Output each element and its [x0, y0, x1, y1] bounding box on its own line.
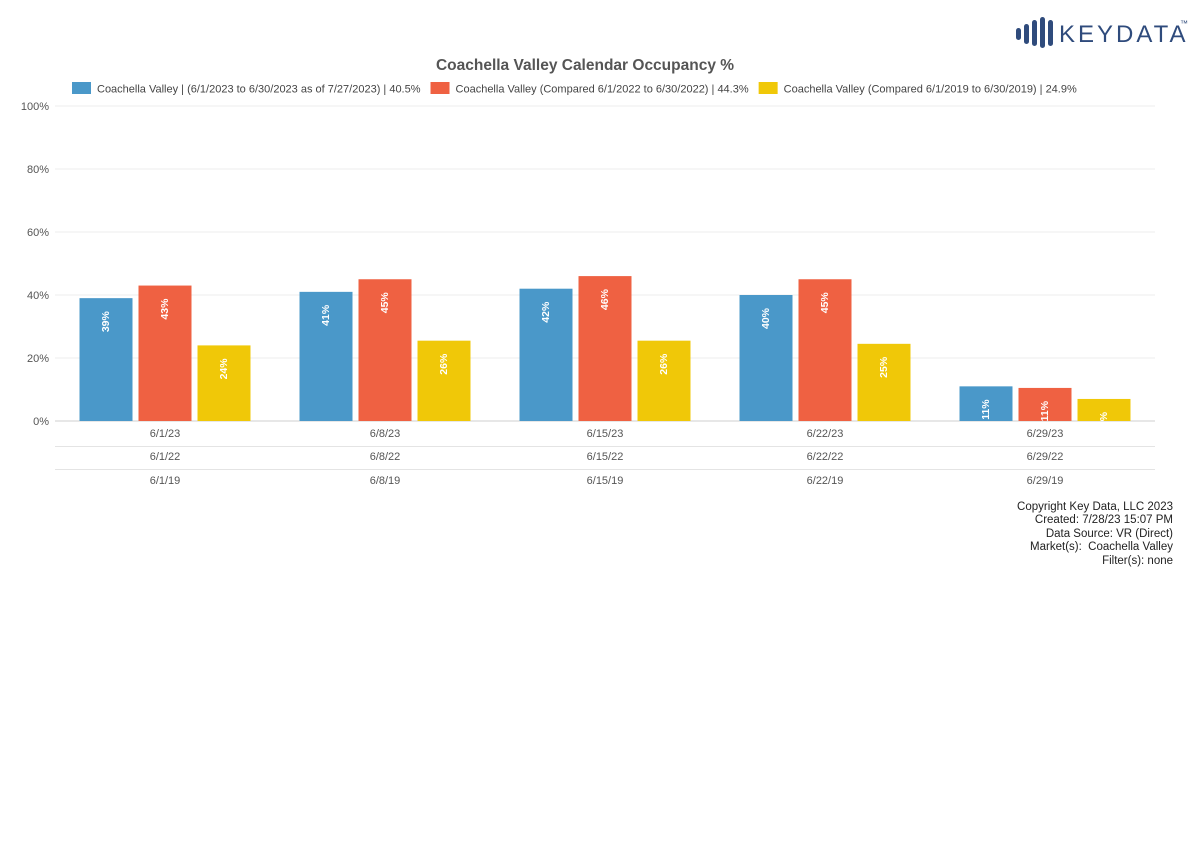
y-axis: 0% 20% 40% 60% 80% 100%: [21, 101, 49, 428]
x-tick-label: 6/1/19: [150, 475, 181, 487]
bar: [358, 279, 412, 421]
bar-data-label: 45%: [819, 292, 831, 314]
bar-data-label: 11%: [1039, 400, 1051, 421]
legend-swatch-0: [72, 82, 91, 94]
bar: [417, 340, 471, 421]
bar-data-label: 11%: [980, 399, 992, 420]
y-tick-label: 80%: [27, 164, 49, 176]
x-tick-label: 6/29/19: [1027, 475, 1064, 487]
legend-swatch-1: [430, 82, 450, 94]
footer-source: Data Source: VR (Direct): [1045, 527, 1173, 540]
bar-data-label: 25%: [878, 356, 890, 378]
x-tick-label: 6/8/19: [370, 475, 401, 487]
bar: [637, 340, 691, 421]
y-tick-label: 20%: [27, 353, 49, 365]
footer-created: Created: 7/28/23 15:07 PM: [1034, 514, 1173, 527]
bar-data-label: 26%: [438, 353, 450, 375]
logo-text: KEYDATA: [1059, 21, 1188, 48]
legend-label-2: Coachella Valley (Compared 6/1/2019 to 6…: [784, 84, 1077, 96]
y-tick-label: 0%: [33, 416, 49, 428]
bar-data-label: 26%: [658, 353, 670, 375]
chart-bars: 39% 41% 42% 40% 11% 43% 45% 46% 45% 11% 24% 26% 26% 2…: [79, 276, 1131, 427]
x-tick-label: 6/29/23: [1027, 428, 1064, 440]
chart-title: Coachella Valley Calendar Occupancy %: [436, 57, 734, 74]
y-tick-label: 40%: [27, 290, 49, 302]
logo-trademark: ™: [1180, 19, 1188, 28]
keydata-logo: KEYDATA ™: [1012, 14, 1192, 50]
x-tick-label: 6/8/22: [370, 451, 401, 463]
bar: [1018, 387, 1072, 421]
y-tick-label: 60%: [27, 227, 49, 239]
x-tick-label: 6/1/23: [150, 428, 181, 440]
bar: [138, 285, 192, 421]
chart-legend: Coachella Valley | (6/1/2023 to 6/30/202…: [72, 82, 1077, 96]
bar-data-label: 40%: [760, 307, 772, 329]
x-tick-label: 6/1/22: [150, 451, 181, 463]
bar: [739, 295, 793, 421]
footer-filters: Filter(s): none: [1102, 554, 1173, 567]
bar-data-label: 42%: [540, 301, 552, 323]
bar-data-label: 46%: [599, 288, 611, 310]
occupancy-chart: Coachella Valley Calendar Occupancy % Co…: [21, 57, 1155, 487]
bar: [519, 288, 573, 421]
bar-data-label: 45%: [379, 292, 391, 314]
x-tick-label: 6/15/23: [587, 428, 624, 440]
legend-swatch-2: [758, 82, 778, 94]
bar-data-label: 24%: [218, 358, 230, 380]
x-tick-label: 6/22/23: [807, 428, 844, 440]
x-tick-label: 6/15/22: [587, 451, 624, 463]
footer-markets: Market(s): Coachella Valley: [1030, 541, 1173, 554]
x-tick-label: 6/22/19: [807, 475, 844, 487]
legend-label-1: Coachella Valley (Compared 6/1/2022 to 6…: [456, 84, 749, 96]
bar: [1077, 398, 1131, 421]
bar-data-label: 41%: [320, 304, 332, 326]
bar: [578, 276, 632, 421]
bar-data-label: 43%: [159, 298, 171, 320]
footer-copyright: Copyright Key Data, LLC 2023: [1017, 501, 1173, 513]
bar: [299, 291, 353, 421]
x-tick-label: 6/22/22: [807, 451, 844, 463]
legend-label-0: Coachella Valley | (6/1/2023 to 6/30/202…: [97, 84, 421, 96]
x-tick-label: 6/15/19: [587, 475, 624, 487]
logo-bars-icon: [1016, 17, 1053, 48]
x-tick-label: 6/29/22: [1027, 451, 1064, 463]
bar: [857, 343, 911, 421]
bar: [79, 298, 133, 421]
x-tick-label: 6/8/23: [370, 428, 401, 440]
bar: [798, 279, 852, 421]
bar: [197, 345, 251, 421]
chart-footer: Copyright Key Data, LLC 2023 Created: 7/…: [1017, 501, 1173, 568]
x-axis: 6/1/23 6/8/23 6/15/23 6/22/23 6/29/23 6/1/22 6…: [55, 428, 1155, 487]
bar-data-label: 7%: [1098, 411, 1110, 427]
bar: [959, 386, 1013, 421]
bar-data-label: 39%: [100, 310, 112, 332]
y-tick-label: 100%: [21, 101, 49, 113]
keydata-logo-mark: KEYDATA ™: [1016, 17, 1188, 48]
